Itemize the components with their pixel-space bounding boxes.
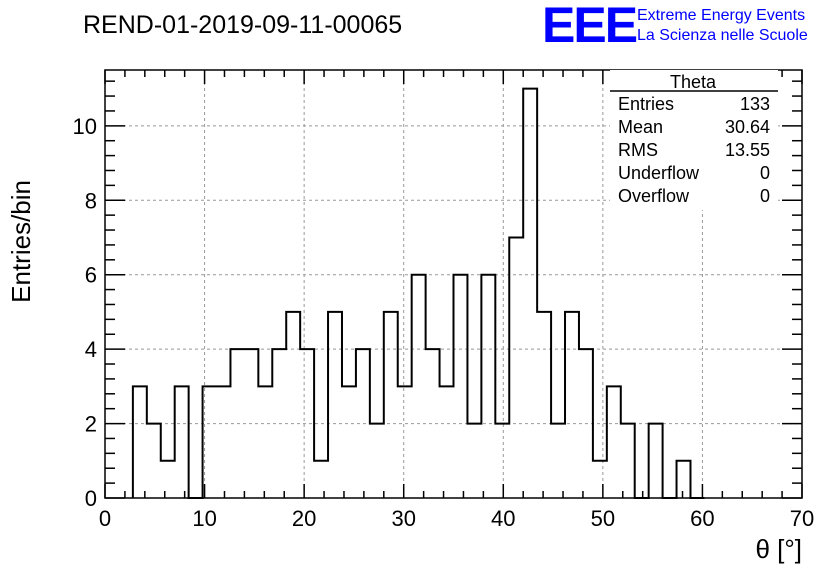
stats-box: Theta Entries 133 Mean 30.64 RMS 13.55 Underfl… [610, 70, 778, 210]
stats-label: Entries [618, 94, 674, 114]
stats-value: 0 [760, 163, 770, 183]
logo-line-1: Extreme Energy Events [637, 7, 805, 24]
x-tick-label: 50 [591, 506, 615, 531]
histogram-bin [230, 349, 244, 498]
histogram-bin [537, 312, 551, 498]
histogram-bin [272, 349, 286, 498]
y-tick-label: 2 [85, 412, 97, 437]
y-tick-label: 4 [85, 337, 97, 362]
histogram-bin [579, 349, 593, 498]
stats-value: 13.55 [725, 140, 770, 160]
histogram-bin [607, 386, 621, 498]
histogram-bin [314, 461, 328, 498]
histogram-bin [495, 424, 509, 498]
histogram-outline [131, 87, 705, 499]
histogram-bin [203, 386, 217, 498]
histogram-bin [677, 461, 691, 498]
stats-label: Underflow [618, 163, 700, 183]
histogram-bin [342, 386, 356, 498]
histogram-bin [440, 386, 454, 498]
histogram-bin [523, 89, 537, 498]
y-tick-label: 6 [85, 263, 97, 288]
stats-value: 133 [740, 94, 770, 114]
stats-label: Mean [618, 117, 663, 137]
histogram-bin [244, 349, 258, 498]
x-tick-label: 60 [690, 506, 714, 531]
plot-frame [104, 69, 803, 499]
histogram-bin [384, 312, 398, 498]
histogram-bin [593, 461, 607, 498]
histogram-bin [412, 275, 426, 498]
y-tick-label: 10 [73, 114, 97, 139]
logo-line-2: La Scienza nelle Scuole [637, 27, 808, 44]
x-tick-label: 10 [192, 506, 216, 531]
histogram-bin [454, 275, 468, 498]
histogram-bin [649, 424, 663, 498]
x-tick-label: 40 [491, 506, 515, 531]
histogram-bin [217, 386, 231, 498]
eee-logo: EEE Extreme Energy Events La Scienza nel… [542, 0, 808, 53]
histogram-bin [161, 461, 175, 498]
y-tick-label: 8 [85, 188, 97, 213]
tick-labels: 0 10 20 30 40 50 60 70 0 2 4 6 8 10 [73, 114, 815, 531]
stats-label: RMS [618, 140, 658, 160]
histogram-bin [426, 349, 440, 498]
stats-box-bg [610, 70, 778, 210]
chart-title: REND-01-2019-09-11-00065 [83, 11, 402, 39]
x-tick-label: 0 [99, 506, 111, 531]
eee-logo-mark: EEE [542, 0, 637, 53]
stats-value: 30.64 [725, 117, 770, 137]
histogram-bin [398, 386, 412, 498]
histogram-bin [147, 424, 161, 498]
histogram-bin [370, 424, 384, 498]
histogram-bin [133, 386, 147, 498]
histogram-bin [565, 312, 579, 498]
stats-title: Theta [670, 72, 717, 92]
x-tick-label: 20 [292, 506, 316, 531]
histogram-bin [621, 424, 635, 498]
histogram-bin [481, 275, 495, 498]
stats-value: 0 [760, 186, 770, 206]
y-axis-label: Entries/bin [6, 180, 36, 303]
histogram-bin [175, 386, 189, 498]
histogram-bin [551, 424, 565, 498]
histogram-bin [286, 312, 300, 498]
stats-label: Overflow [618, 186, 690, 206]
x-tick-label: 30 [391, 506, 415, 531]
histogram-bin [509, 237, 523, 498]
y-tick-label: 0 [85, 486, 97, 511]
histogram-bin [258, 386, 272, 498]
x-axis-label: θ [°] [755, 534, 802, 564]
histogram-bin [356, 349, 370, 498]
histogram-bin [328, 312, 342, 498]
x-tick-label: 70 [790, 506, 814, 531]
histogram-bin [300, 349, 314, 498]
histogram-bin [467, 424, 481, 498]
